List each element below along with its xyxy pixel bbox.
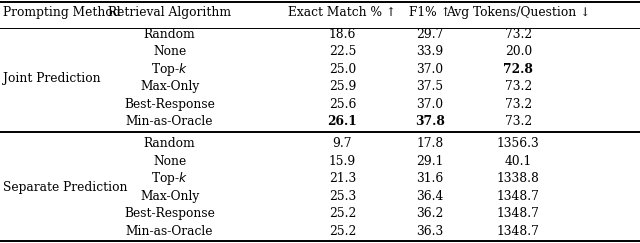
Text: 22.5: 22.5 [329,45,356,58]
Text: 25.2: 25.2 [329,207,356,220]
Text: 73.2: 73.2 [505,80,532,93]
Text: Best-Response: Best-Response [124,98,215,111]
Text: Min-as-Oracle: Min-as-Oracle [126,225,213,238]
Text: 15.9: 15.9 [329,155,356,168]
Text: Min-as-Oracle: Min-as-Oracle [126,115,213,128]
Text: Joint Prediction: Joint Prediction [3,71,101,85]
Text: Random: Random [144,28,195,41]
Text: 21.3: 21.3 [329,172,356,185]
Text: Random: Random [144,137,195,150]
Text: Separate Prediction: Separate Prediction [3,181,128,194]
Text: 1348.7: 1348.7 [497,190,540,203]
Text: 37.5: 37.5 [417,80,444,93]
Text: 37.0: 37.0 [417,63,444,76]
Text: 25.6: 25.6 [329,98,356,111]
Text: 33.9: 33.9 [417,45,444,58]
Text: 72.8: 72.8 [504,63,533,76]
Text: 25.9: 25.9 [329,80,356,93]
Text: None: None [153,45,186,58]
Text: 1338.8: 1338.8 [497,172,540,185]
Text: 17.8: 17.8 [417,137,444,150]
Text: Avg Tokens/Question ↓: Avg Tokens/Question ↓ [446,6,591,19]
Text: Retrieval Algorithm: Retrieval Algorithm [108,6,231,19]
Text: 29.7: 29.7 [417,28,444,41]
Text: 36.4: 36.4 [417,190,444,203]
Text: F1% ↑: F1% ↑ [409,6,451,19]
Text: 31.6: 31.6 [417,172,444,185]
Text: 25.0: 25.0 [329,63,356,76]
Text: Prompting Method: Prompting Method [3,6,121,19]
Text: 29.1: 29.1 [417,155,444,168]
Text: 37.0: 37.0 [417,98,444,111]
Text: 36.3: 36.3 [417,225,444,238]
Text: 73.2: 73.2 [505,98,532,111]
Text: 73.2: 73.2 [505,28,532,41]
Text: 1348.7: 1348.7 [497,225,540,238]
Text: 20.0: 20.0 [505,45,532,58]
Text: 1348.7: 1348.7 [497,207,540,220]
Text: Max-Only: Max-Only [140,190,199,203]
Text: 40.1: 40.1 [505,155,532,168]
Text: 1356.3: 1356.3 [497,137,540,150]
Text: 26.1: 26.1 [328,115,357,128]
Text: 25.2: 25.2 [329,225,356,238]
Text: Top-$k$: Top-$k$ [151,170,188,187]
Text: 25.3: 25.3 [329,190,356,203]
Text: Best-Response: Best-Response [124,207,215,220]
Text: 37.8: 37.8 [415,115,445,128]
Text: 73.2: 73.2 [505,115,532,128]
Text: 9.7: 9.7 [333,137,352,150]
Text: 18.6: 18.6 [329,28,356,41]
Text: Exact Match % ↑: Exact Match % ↑ [289,6,396,19]
Text: Top-$k$: Top-$k$ [151,61,188,78]
Text: 36.2: 36.2 [417,207,444,220]
Text: None: None [153,155,186,168]
Text: Max-Only: Max-Only [140,80,199,93]
